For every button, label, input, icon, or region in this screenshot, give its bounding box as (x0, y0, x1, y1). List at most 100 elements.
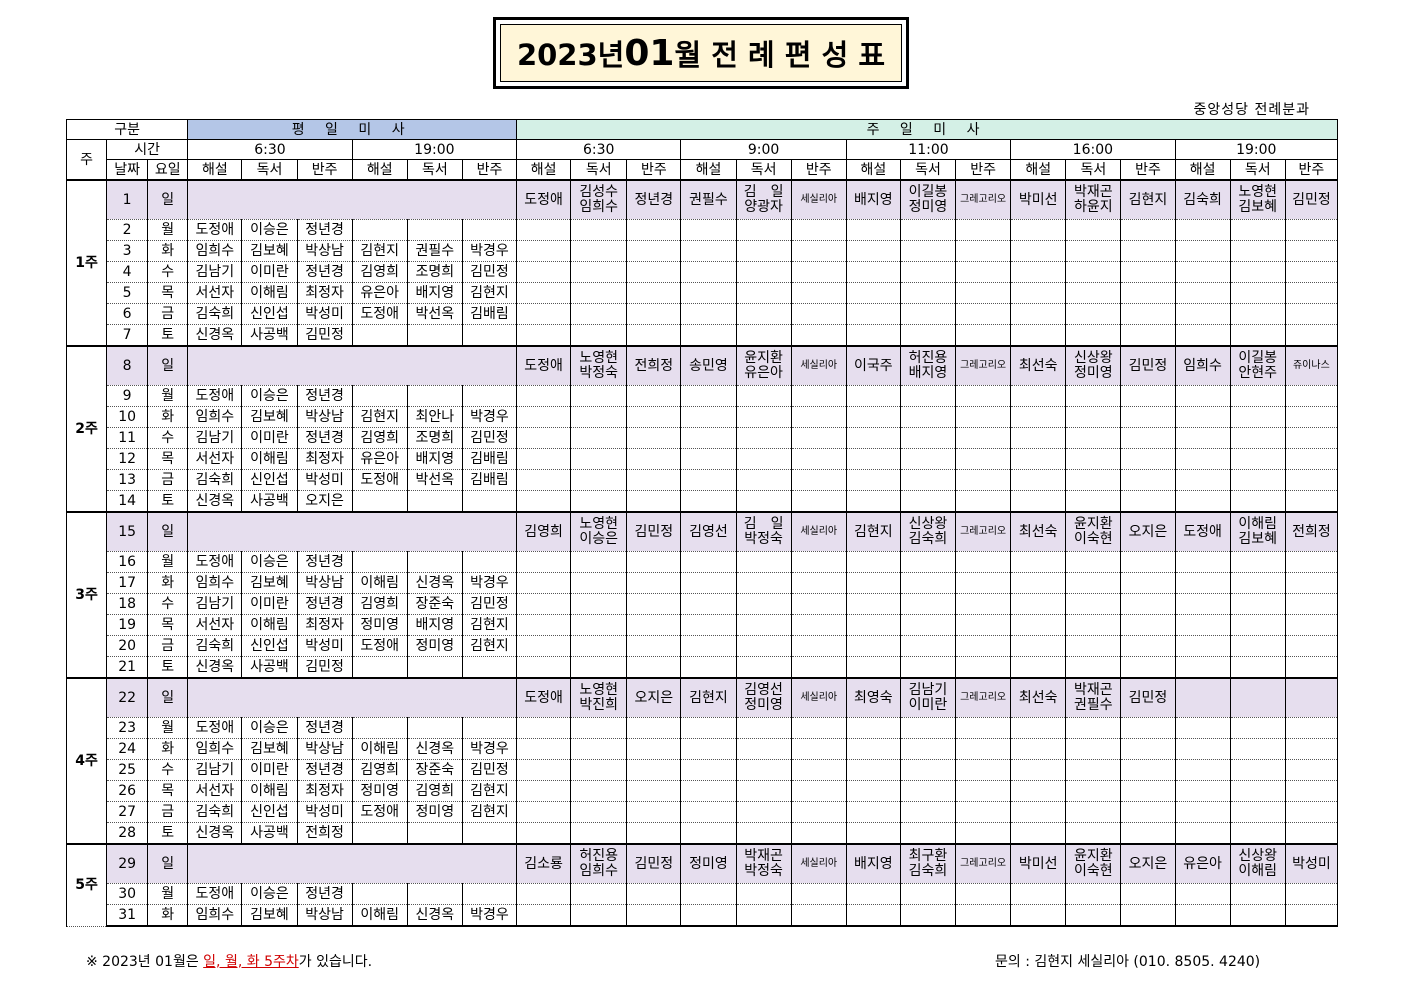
sunday-empty-cell (1174, 219, 1231, 241)
sunday-empty-cell (735, 822, 792, 845)
sunday-assignment-cell: 박미선 (1010, 179, 1067, 220)
weekday-assignment-cell (406, 490, 463, 513)
table-row: 25 수 김남기 이미란 정년경 김영희 장준숙 김민정 (67, 759, 1339, 781)
weekday-assignment-cell (406, 219, 463, 241)
weekday-assignment-cell: 도정애 (351, 635, 408, 657)
sunday-assignment-cell: 오지은 (626, 677, 682, 718)
sunday-empty-cell (735, 656, 792, 679)
sunday-empty-cell (626, 448, 682, 470)
sunday-empty-cell (899, 822, 957, 845)
sunday-empty-cell (1120, 240, 1176, 262)
sunday-empty-cell (1174, 883, 1231, 905)
sunday-empty-cell (1120, 883, 1176, 905)
sunday-empty-cell (1010, 240, 1067, 262)
weekday-assignment-cell: 김영희 (351, 427, 408, 449)
weekday-assignment-cell: 박선옥 (406, 303, 463, 325)
sunday-empty-cell (680, 261, 737, 283)
sunday-empty-cell (1010, 801, 1067, 823)
role-header: 반주 (1284, 159, 1339, 181)
sunday-empty-cell (790, 883, 847, 905)
sunday-empty-cell (845, 219, 901, 241)
sunday-empty-cell (1229, 738, 1286, 760)
weekday-assignment-cell: 도정애 (187, 551, 243, 573)
sunday-empty-cell (1120, 759, 1176, 781)
sunday-empty-cell (626, 490, 682, 513)
weekday-assignment-cell: 박경우 (461, 572, 518, 594)
weekday-assignment-cell: 장준숙 (406, 593, 463, 615)
assignee-name: 박재곤 (1074, 682, 1113, 698)
sunday-empty-cell (680, 780, 737, 802)
sunday-empty-cell (626, 593, 682, 615)
sunday-empty-cell (845, 614, 901, 636)
assignee-name: 박재곤 (744, 848, 783, 864)
sunday-empty-cell (1120, 448, 1176, 470)
sunday-empty-cell (1120, 635, 1176, 657)
sunday-empty-cell (1229, 282, 1286, 304)
sunday-empty-cell (626, 883, 682, 905)
sunday-empty-cell (1284, 385, 1339, 407)
weekday-assignment-cell: 정년경 (296, 717, 353, 739)
sunday-empty-cell (790, 261, 847, 283)
sunday-empty-cell (899, 759, 957, 781)
day-cell: 토 (147, 822, 189, 845)
weekday-assignment-cell: 임희수 (187, 738, 243, 760)
weekday-assignment-cell: 이해림 (241, 282, 298, 304)
assignee-name: 유은아 (744, 365, 783, 381)
weekday-assignment-cell: 최정자 (296, 780, 353, 802)
weekday-assignment-cell: 도정애 (351, 801, 408, 823)
assignee-name: 허진용 (908, 350, 948, 366)
sunday-empty-cell (570, 780, 628, 802)
sunday-empty-cell (1174, 406, 1231, 428)
table-row: 20 금 김숙희 신인섭 박성미 도정애 정미영 김현지 (67, 635, 1339, 657)
weekday-assignment-cell: 이승은 (241, 551, 298, 573)
header-row-time: 주 시간 6:30 19:00 6:30 9:00 11:00 16:00 19… (65, 139, 1339, 181)
sunday-empty-cell (899, 635, 957, 657)
sunday-empty-cell (1284, 738, 1339, 760)
sunday-empty-cell (570, 759, 628, 781)
weekday-assignment-cell: 서선자 (187, 448, 243, 470)
weekday-assignment-cell: 신경옥 (187, 490, 243, 513)
sunday-empty-cell (790, 717, 847, 739)
assignee-name: 정미영 (744, 697, 783, 713)
weekday-assignment-cell: 박경우 (461, 240, 518, 262)
sunday-empty-cell (899, 261, 957, 283)
weekday-assignment-cell: 정년경 (296, 759, 353, 781)
sunday-empty-cell (735, 282, 792, 304)
gubun-header: 구분 (65, 119, 189, 140)
sunday-empty-cell (955, 822, 1012, 845)
table-row: 2주 8 일 도정애 노영현 박정숙 전희정 송민영 윤지환 유은아 세실리아 이국주 허진용 배지영 그레… (65, 345, 1339, 513)
sunday-empty-cell (955, 427, 1012, 449)
day-cell: 토 (147, 656, 189, 679)
weekday-assignment-cell: 정년경 (296, 883, 353, 905)
sunday-empty-cell (626, 303, 682, 325)
footer-note: ※ 2023년 01월은 일, 월, 화 5주차가 있습니다. (86, 951, 372, 971)
sunday-empty-cell (790, 406, 847, 428)
sunday-empty-cell (1284, 282, 1339, 304)
weekday-assignment-cell: 김남기 (187, 261, 243, 283)
table-row: 3 화 임희수 김보혜 박상남 김현지 권필수 박경우 (67, 240, 1339, 262)
sunday-empty-cell (899, 801, 957, 823)
sunday-empty-cell (516, 261, 572, 283)
weekday-assignment-cell: 이해림 (351, 904, 408, 927)
sunday-empty-cell (1284, 572, 1339, 594)
sunday-empty-cell (626, 427, 682, 449)
assignee-name: 박재곤 (1074, 184, 1113, 200)
weekday-assignment-cell: 박경우 (461, 406, 518, 428)
weekday-assignment-cell (406, 551, 463, 573)
sunday-empty-cell (626, 219, 682, 241)
day-cell: 화 (147, 904, 189, 927)
sunday-empty-cell (626, 780, 682, 802)
weekday-assignment-cell: 김숙희 (187, 469, 243, 491)
sunday-assignment-cell: 최선숙 (1010, 677, 1067, 718)
weekday-empty-cell (187, 179, 518, 220)
sunday-empty-cell (1284, 490, 1339, 513)
sunday-empty-cell (1229, 614, 1286, 636)
weekday-assignment-cell: 유은아 (351, 282, 408, 304)
weekday-assignment-cell: 이해림 (241, 448, 298, 470)
day-cell: 금 (147, 469, 189, 491)
weekday-assignment-cell (351, 883, 408, 905)
sunday-assignment-cell: 세실리아 (790, 677, 847, 718)
sunday-assignment-cell: 도정애 (516, 345, 572, 386)
sunday-empty-cell (955, 904, 1012, 927)
sunday-empty-cell (790, 303, 847, 325)
